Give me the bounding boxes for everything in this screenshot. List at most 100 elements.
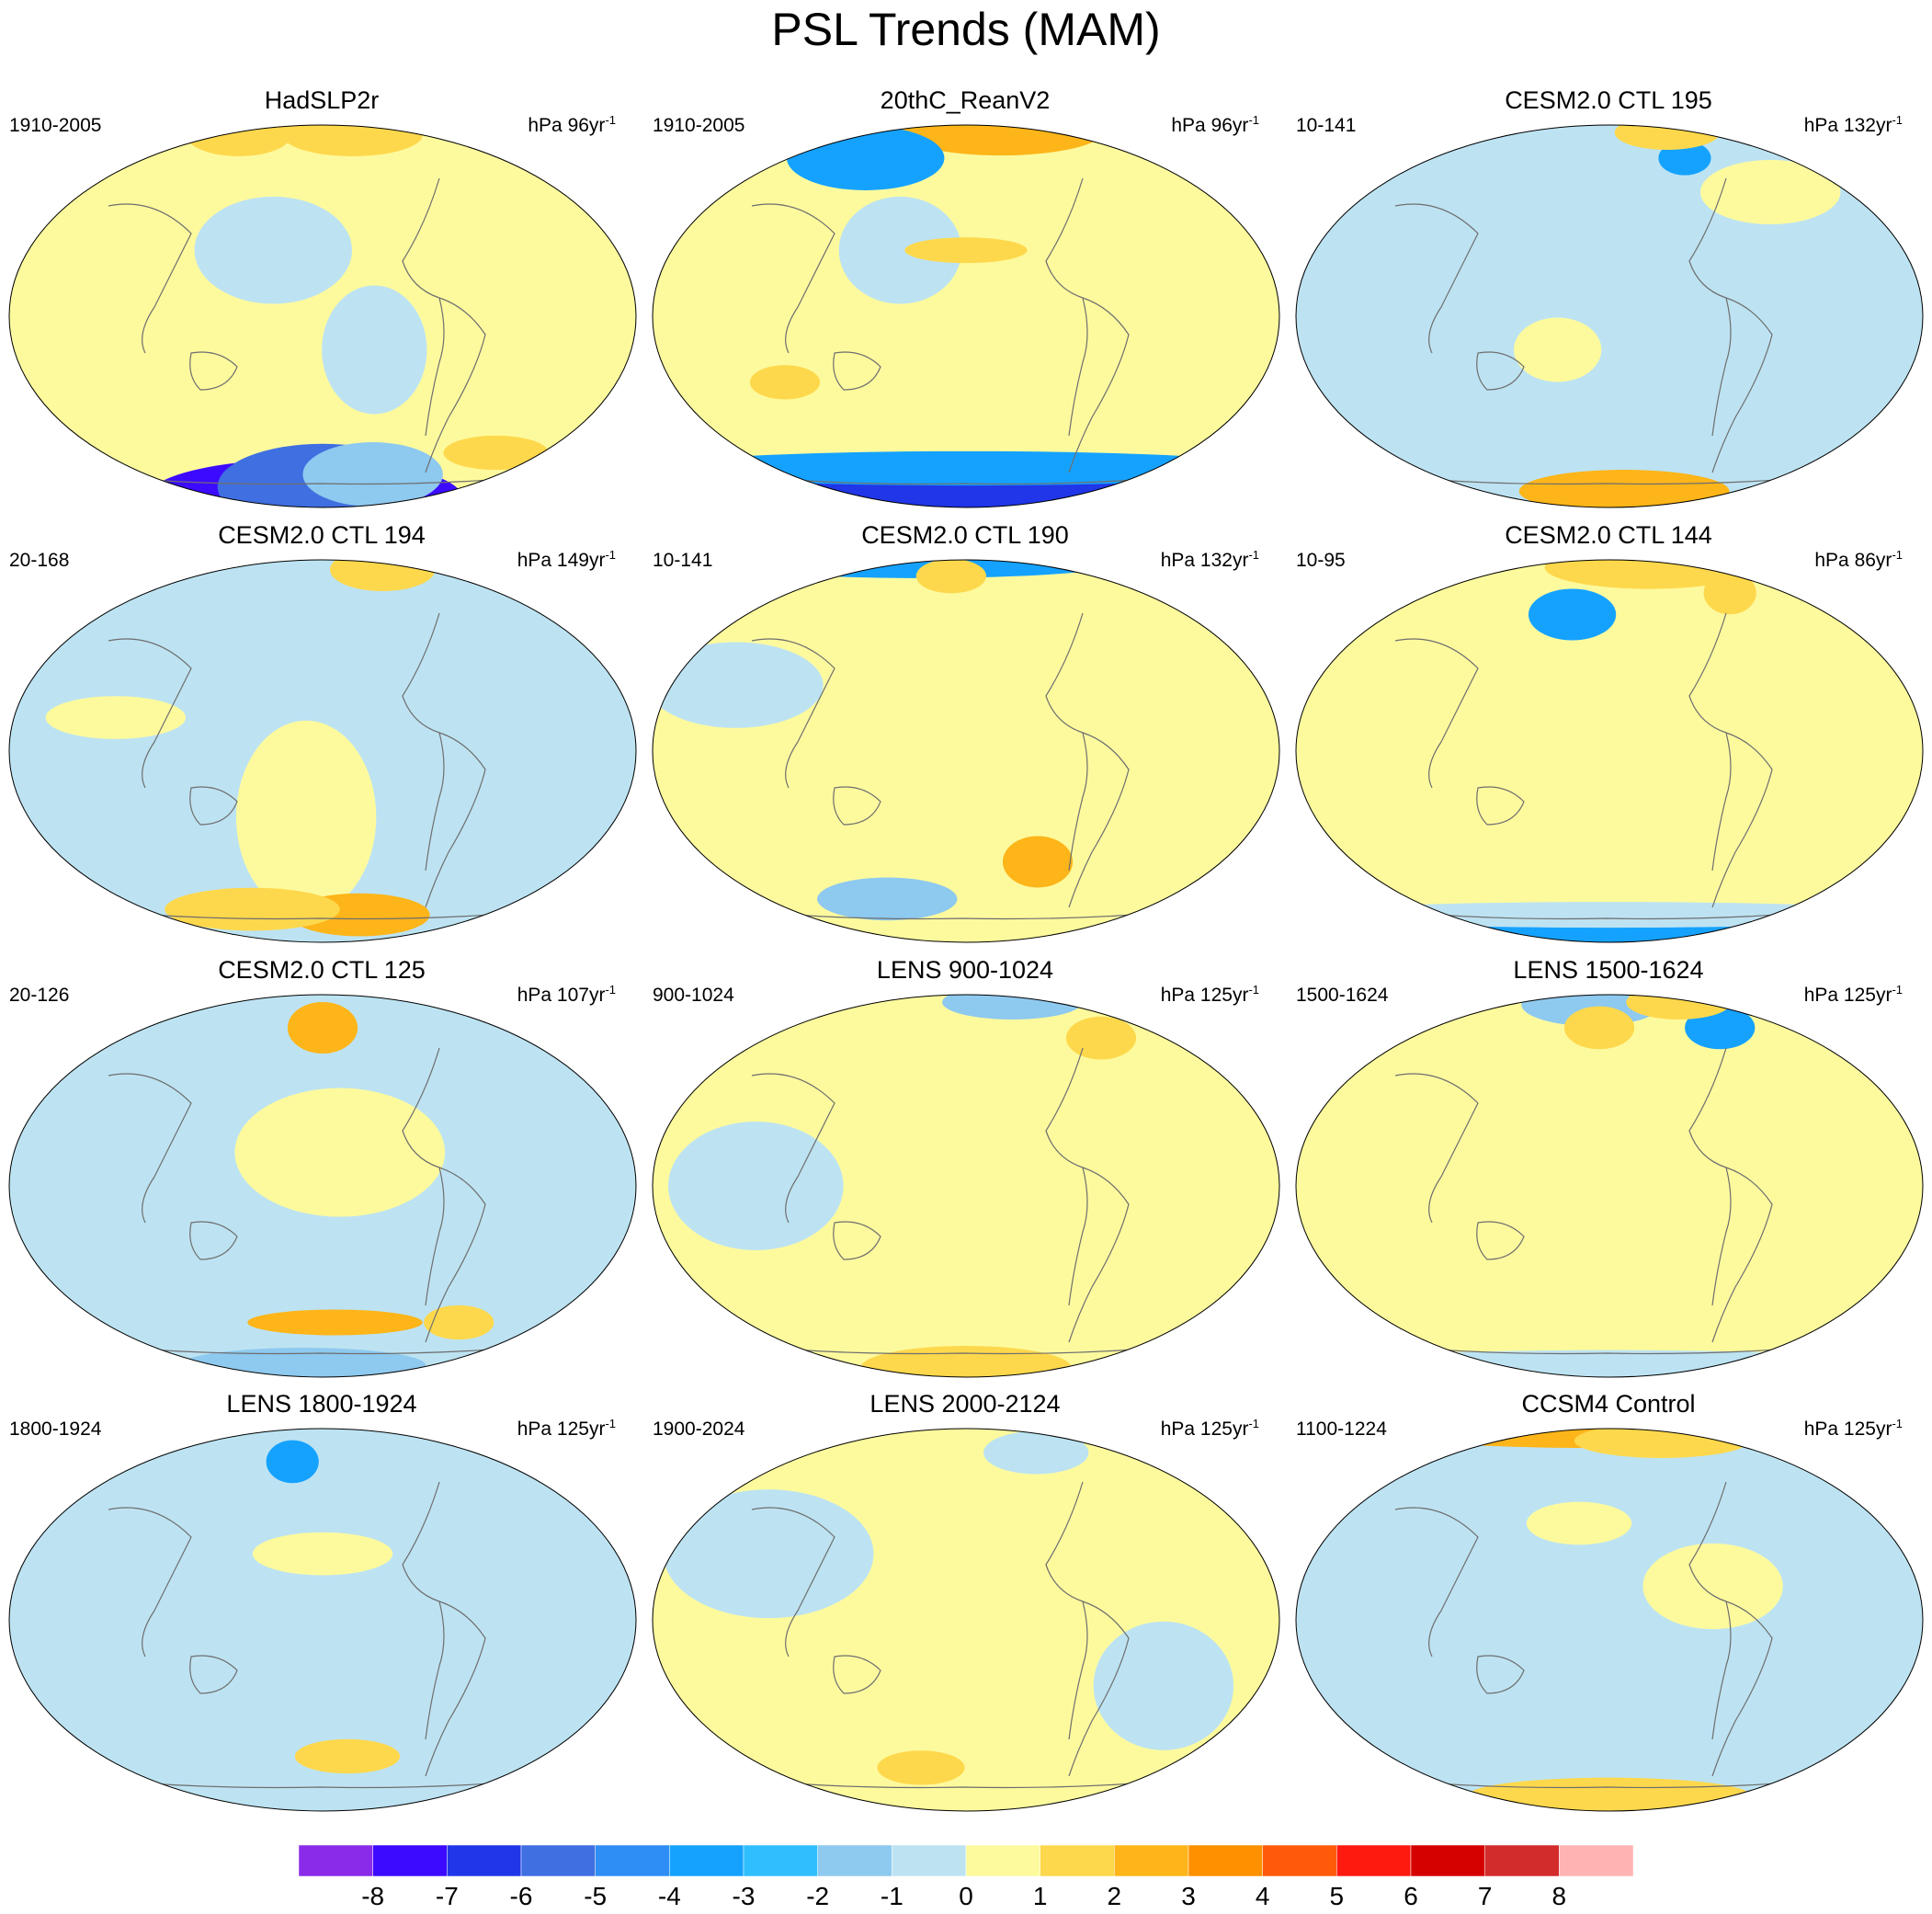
- contour-region: [1528, 588, 1617, 641]
- coastline: [833, 786, 881, 826]
- units-base: hPa 132yr: [1803, 115, 1892, 136]
- map-globe: [652, 994, 1280, 1378]
- panel-units: hPa 125yr-1: [1161, 1412, 1259, 1441]
- coastline: [1394, 1073, 1479, 1224]
- contour-region: [1469, 1777, 1750, 1811]
- contour-region: [330, 560, 436, 591]
- contour-region: [252, 1532, 393, 1576]
- contour-region: [904, 237, 1028, 264]
- coastline: [833, 351, 881, 391]
- coastline: [1711, 732, 1773, 908]
- map-outline: [1295, 559, 1924, 943]
- units-base: hPa 107yr: [517, 985, 606, 1006]
- map-outline: [8, 124, 637, 508]
- panel-units: hPa 125yr-1: [517, 1412, 616, 1441]
- map-globe: [652, 124, 1280, 508]
- units-base: hPa 125yr: [1160, 985, 1249, 1006]
- units-exponent: -1: [1892, 1417, 1903, 1430]
- panel-period: 1910-2005: [9, 115, 102, 136]
- contour-region: [942, 995, 1083, 1020]
- panel-title: LENS 1500-1624: [1513, 956, 1704, 984]
- coastline: [1394, 1507, 1479, 1658]
- colorbar-swatch: [1040, 1845, 1115, 1876]
- map-panel: CESM2.0 CTL 125 20-126 hPa 107yr-1: [0, 954, 643, 1386]
- map-panel: LENS 1500-1624 1500-1624 hPa 125yr-1: [1287, 954, 1930, 1386]
- map-panel: CESM2.0 CTL 144 10-95 hPa 86yr-1: [1287, 519, 1930, 951]
- contour-region: [1699, 160, 1841, 225]
- contour-region: [234, 1088, 446, 1217]
- contour-region: [1626, 995, 1732, 1020]
- coastline: [108, 1073, 192, 1224]
- panel-period: 1100-1224: [1296, 1418, 1387, 1440]
- map-background: [1296, 995, 1923, 1377]
- map-background: [653, 125, 1279, 507]
- panel-period: 1500-1624: [1296, 985, 1389, 1006]
- contour-region: [322, 285, 427, 415]
- panel-title: CESM2.0 CTL 190: [861, 521, 1069, 549]
- colorbar-tick-label: 1: [1032, 1882, 1048, 1910]
- map-outline: [8, 994, 637, 1378]
- panel-period: 1900-2024: [653, 1418, 745, 1440]
- coastline: [108, 638, 192, 789]
- map-globe: [8, 559, 637, 943]
- coastline: [1068, 732, 1130, 908]
- map-panel: LENS 900-1024 900-1024 hPa 125yr-1: [643, 954, 1287, 1386]
- panel-period: 10-141: [1296, 115, 1357, 136]
- colorbar-swatch: [743, 1845, 818, 1876]
- contour-region: [186, 125, 291, 156]
- coastline: [751, 638, 835, 789]
- map-panel: CESM2.0 CTL 194 20-168 hPa 149yr-1: [0, 519, 643, 951]
- units-exponent: -1: [605, 983, 616, 997]
- contour-region: [443, 435, 549, 471]
- contour-region: [282, 125, 423, 156]
- units-base: hPa 96yr: [528, 115, 606, 136]
- units-exponent: -1: [1892, 113, 1903, 127]
- contour-region: [983, 1430, 1089, 1475]
- map-outline: [652, 994, 1280, 1378]
- units-base: hPa 96yr: [1171, 115, 1249, 136]
- map-globe: [8, 1428, 637, 1812]
- map-globe: [1295, 1428, 1924, 1812]
- panel-units: hPa 125yr-1: [1161, 978, 1259, 1008]
- panel-title: CESM2.0 CTL 144: [1505, 521, 1712, 549]
- contour-region: [1526, 1501, 1632, 1545]
- colorbar-swatch: [965, 1845, 1040, 1876]
- map-outline: [652, 559, 1280, 943]
- units-base: hPa 86yr: [1814, 550, 1892, 571]
- units-exponent: -1: [1248, 113, 1259, 127]
- map-background: [1296, 1429, 1923, 1811]
- colorbar-tick-label: 0: [959, 1882, 973, 1910]
- coastline: [108, 1507, 192, 1658]
- map-outline: [652, 1428, 1280, 1812]
- coastline: [1711, 1167, 1773, 1343]
- coastline: [189, 1221, 238, 1260]
- coastline: [189, 786, 238, 826]
- panel-units: hPa 86yr-1: [1814, 543, 1903, 573]
- map-globe: [652, 1428, 1280, 1812]
- contour-region: [668, 1122, 844, 1250]
- panel-period: 20-126: [9, 985, 70, 1006]
- colorbar-tick-label: -2: [806, 1882, 830, 1910]
- map-outline: [1295, 994, 1924, 1378]
- contour-region: [235, 720, 377, 914]
- contour-region: [1296, 902, 1923, 929]
- contour-region: [1563, 1006, 1635, 1050]
- coastline: [1068, 1167, 1130, 1343]
- contour-region: [194, 196, 353, 304]
- colorbar-swatch: [372, 1845, 448, 1876]
- colorbar-tick-label: -3: [732, 1882, 756, 1910]
- contour-region: [424, 1304, 494, 1340]
- contour-region: [1544, 560, 1756, 589]
- panel-title: CESM2.0 CTL 195: [1505, 86, 1712, 114]
- units-exponent: -1: [605, 548, 616, 562]
- coastline: [751, 1507, 835, 1658]
- colorbar-swatch: [520, 1845, 596, 1876]
- units-base: hPa 149yr: [517, 550, 606, 571]
- map-panel: 20thC_ReanV2 1910-2005 hPa 96yr-1: [643, 85, 1287, 517]
- units-base: hPa 125yr: [1160, 1418, 1249, 1440]
- units-exponent: -1: [605, 113, 616, 127]
- contour-region: [294, 1738, 401, 1774]
- coastline: [189, 1655, 238, 1694]
- coastline: [833, 1221, 881, 1260]
- panel-title: LENS 900-1024: [876, 956, 1054, 984]
